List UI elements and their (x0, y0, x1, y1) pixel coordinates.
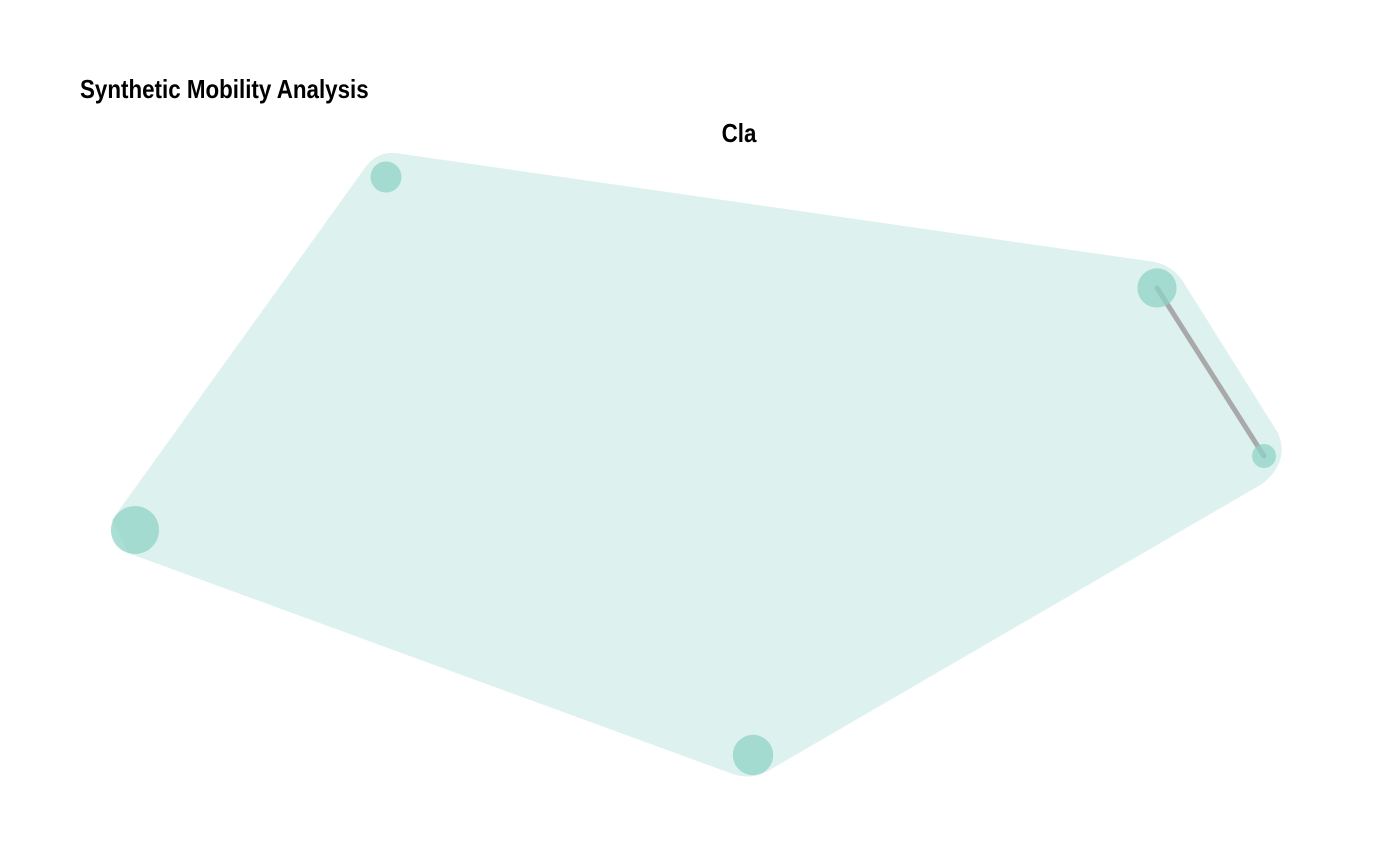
edges-layer (1154, 285, 1267, 459)
node-n3 (1251, 443, 1277, 469)
node-n2 (1137, 268, 1177, 308)
node-n4 (110, 505, 160, 555)
cluster-label: Cla (721, 118, 757, 148)
node-n1 (370, 161, 402, 193)
page-title: Synthetic Mobility Analysis (80, 74, 369, 104)
nodes-layer (110, 161, 1277, 776)
cluster-hull (112, 152, 1282, 777)
edge-n2-n3 (1154, 285, 1267, 459)
node-n5 (732, 734, 774, 776)
